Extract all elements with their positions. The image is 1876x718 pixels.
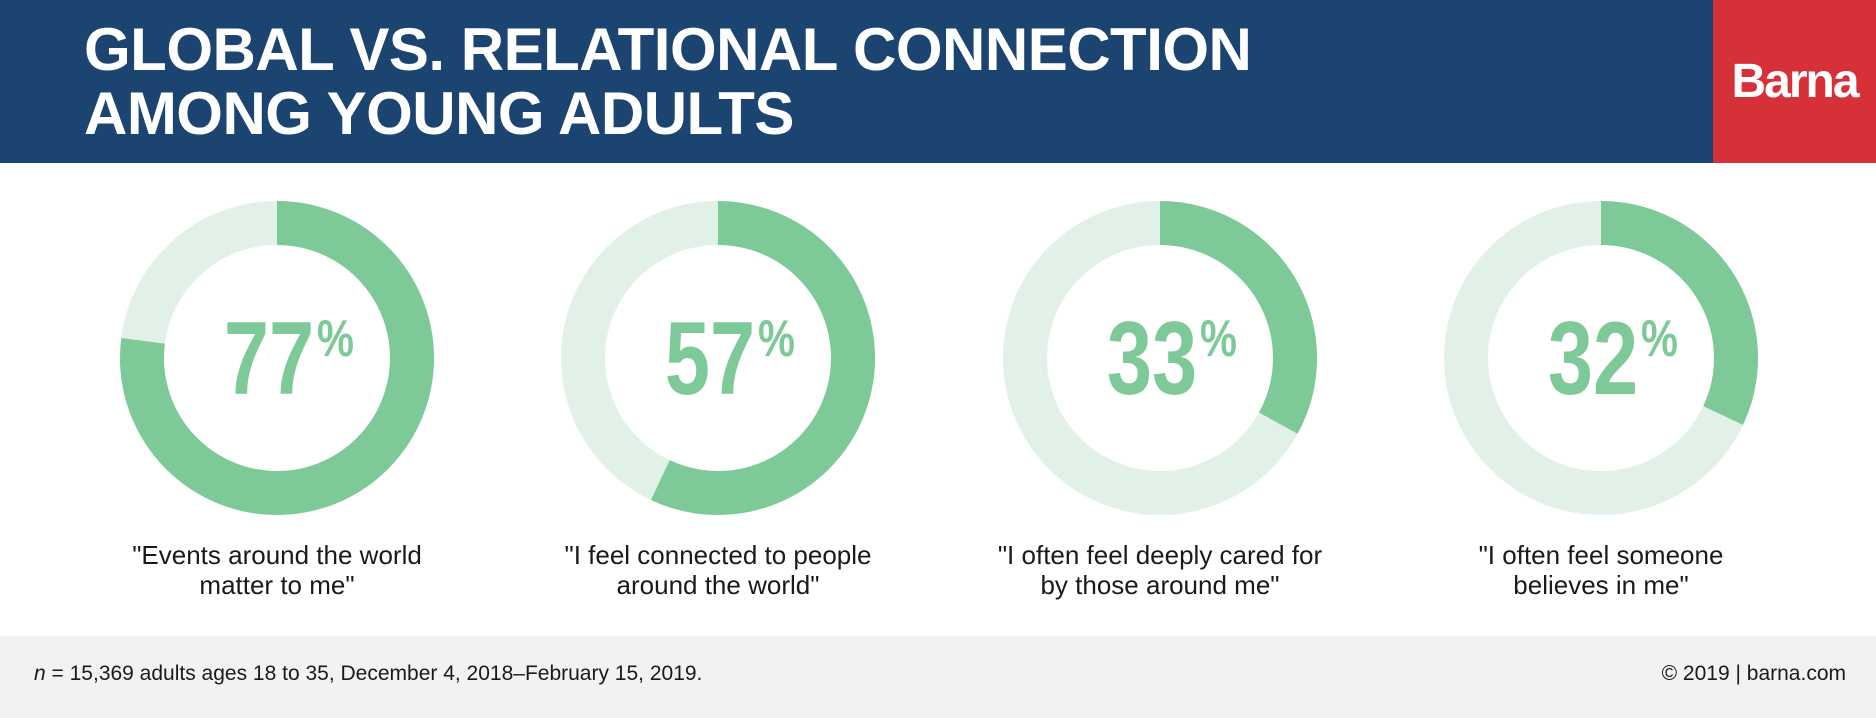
donut-panel-4: 32% "I often feel someone believes in me… (1401, 200, 1801, 620)
caption-1-line-1: "Events around the world (132, 540, 422, 570)
donut-value-arc (561, 201, 875, 515)
caption-2-line-2: around the world" (616, 570, 820, 600)
percent-value: 57 (665, 300, 755, 416)
sample-note-text: = 15,369 adults ages 18 to 35, December … (45, 662, 703, 685)
caption-1: "Events around the world matter to me" (77, 540, 477, 600)
barna-logo: Barna (1713, 0, 1876, 163)
donut-chart-4: 32% (1444, 201, 1758, 515)
caption-1-line-2: matter to me" (199, 570, 355, 600)
percent-value: 33 (1107, 300, 1197, 416)
logo-text: Barna (1731, 55, 1859, 108)
percent-sign: % (1641, 309, 1678, 368)
donut-panel-3: 33% "I often feel deeply cared for by th… (960, 200, 1360, 620)
percent-sign: % (317, 309, 354, 368)
donut-value-arc (1003, 201, 1317, 515)
donut-value-arc (120, 201, 434, 515)
donut-chart-3: 33% (1003, 201, 1317, 515)
caption-4: "I often feel someone believes in me" (1401, 540, 1801, 600)
donut-charts: 77% "Events around the world matter to m… (0, 200, 1876, 620)
caption-3: "I often feel deeply cared for by those … (960, 540, 1360, 600)
donut-panel-1: 77% "Events around the world matter to m… (77, 200, 477, 620)
donut-chart-2: 57% (561, 201, 875, 515)
sample-note: n = 15,369 adults ages 18 to 35, Decembe… (34, 662, 702, 686)
title-line-2: AMONG YOUNG ADULTS (84, 80, 794, 147)
title-line-1: GLOBAL VS. RELATIONAL CONNECTION (84, 16, 1252, 83)
header-banner: GLOBAL VS. RELATIONAL CONNECTION AMONG Y… (0, 0, 1876, 163)
caption-4-line-1: "I often feel someone (1478, 540, 1724, 570)
caption-3-line-1: "I often feel deeply cared for (997, 540, 1323, 570)
percent-sign: % (758, 309, 795, 368)
footer: n = 15,369 adults ages 18 to 35, Decembe… (0, 636, 1876, 718)
caption-4-line-2: believes in me" (1513, 570, 1689, 600)
percent-value: 32 (1548, 300, 1638, 416)
page-title: GLOBAL VS. RELATIONAL CONNECTION AMONG Y… (84, 16, 1252, 147)
caption-2: "I feel connected to people around the w… (518, 540, 918, 600)
caption-3-line-2: by those around me" (1040, 570, 1280, 600)
donut-chart-1: 77% (120, 201, 434, 515)
copyright-link[interactable]: © 2019 | barna.com (1661, 662, 1846, 685)
percent-value: 77 (224, 300, 314, 416)
sample-note-n: n (34, 662, 46, 685)
donut-panel-2: 57% "I feel connected to people around t… (518, 200, 918, 620)
caption-2-line-1: "I feel connected to people (564, 540, 872, 570)
donut-value-arc (1444, 201, 1758, 515)
percent-sign: % (1200, 309, 1237, 368)
